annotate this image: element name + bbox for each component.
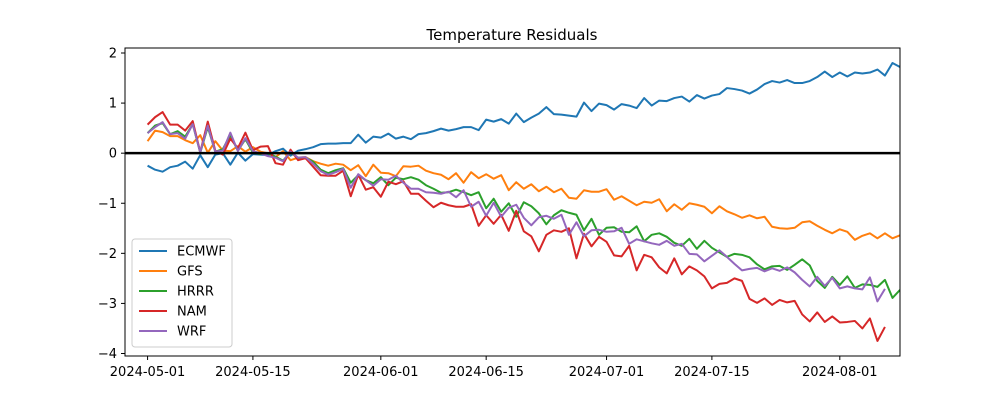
y-tick-label: −3 [98, 297, 117, 312]
x-tick-label: 2024-08-01 [802, 365, 878, 380]
y-tick-label: 1 [109, 97, 117, 112]
x-tick-label: 2024-06-15 [448, 365, 524, 380]
legend-label-hrrr: HRRR [177, 285, 214, 300]
legend-box [131, 238, 233, 348]
series-line-wrf [146, 121, 886, 303]
x-tick-label: 2024-06-01 [343, 365, 419, 380]
legend: ECMWF GFS HRRR NAM WRF [131, 238, 233, 348]
axes-frame [124, 47, 901, 357]
y-tick-label: −2 [98, 247, 117, 262]
chart-title: Temperature Residuals [426, 26, 598, 44]
y-tick-label: −4 [98, 347, 117, 362]
y-tick-label: 0 [109, 147, 117, 162]
y-tick-label: 2 [109, 47, 117, 62]
y-tick-label: −1 [98, 197, 117, 212]
legend-label-wrf: WRF [177, 325, 206, 340]
x-tick-label: 2024-05-15 [215, 365, 291, 380]
legend-label-ecmwf: ECMWF [177, 245, 226, 260]
legend-label-gfs: GFS [177, 265, 203, 280]
legend-label-nam: NAM [177, 305, 207, 320]
plot-area [125, 62, 900, 342]
x-tick-label: 2024-07-01 [569, 365, 645, 380]
axes: 2 1 0 −1 −2 −3 −4 2024-05-01 2024-05-15 2024-06-0… [98, 47, 901, 380]
series-line-nam [146, 111, 886, 342]
x-tick-label: 2024-07-15 [674, 365, 750, 380]
x-tick-label: 2024-05-01 [110, 365, 186, 380]
